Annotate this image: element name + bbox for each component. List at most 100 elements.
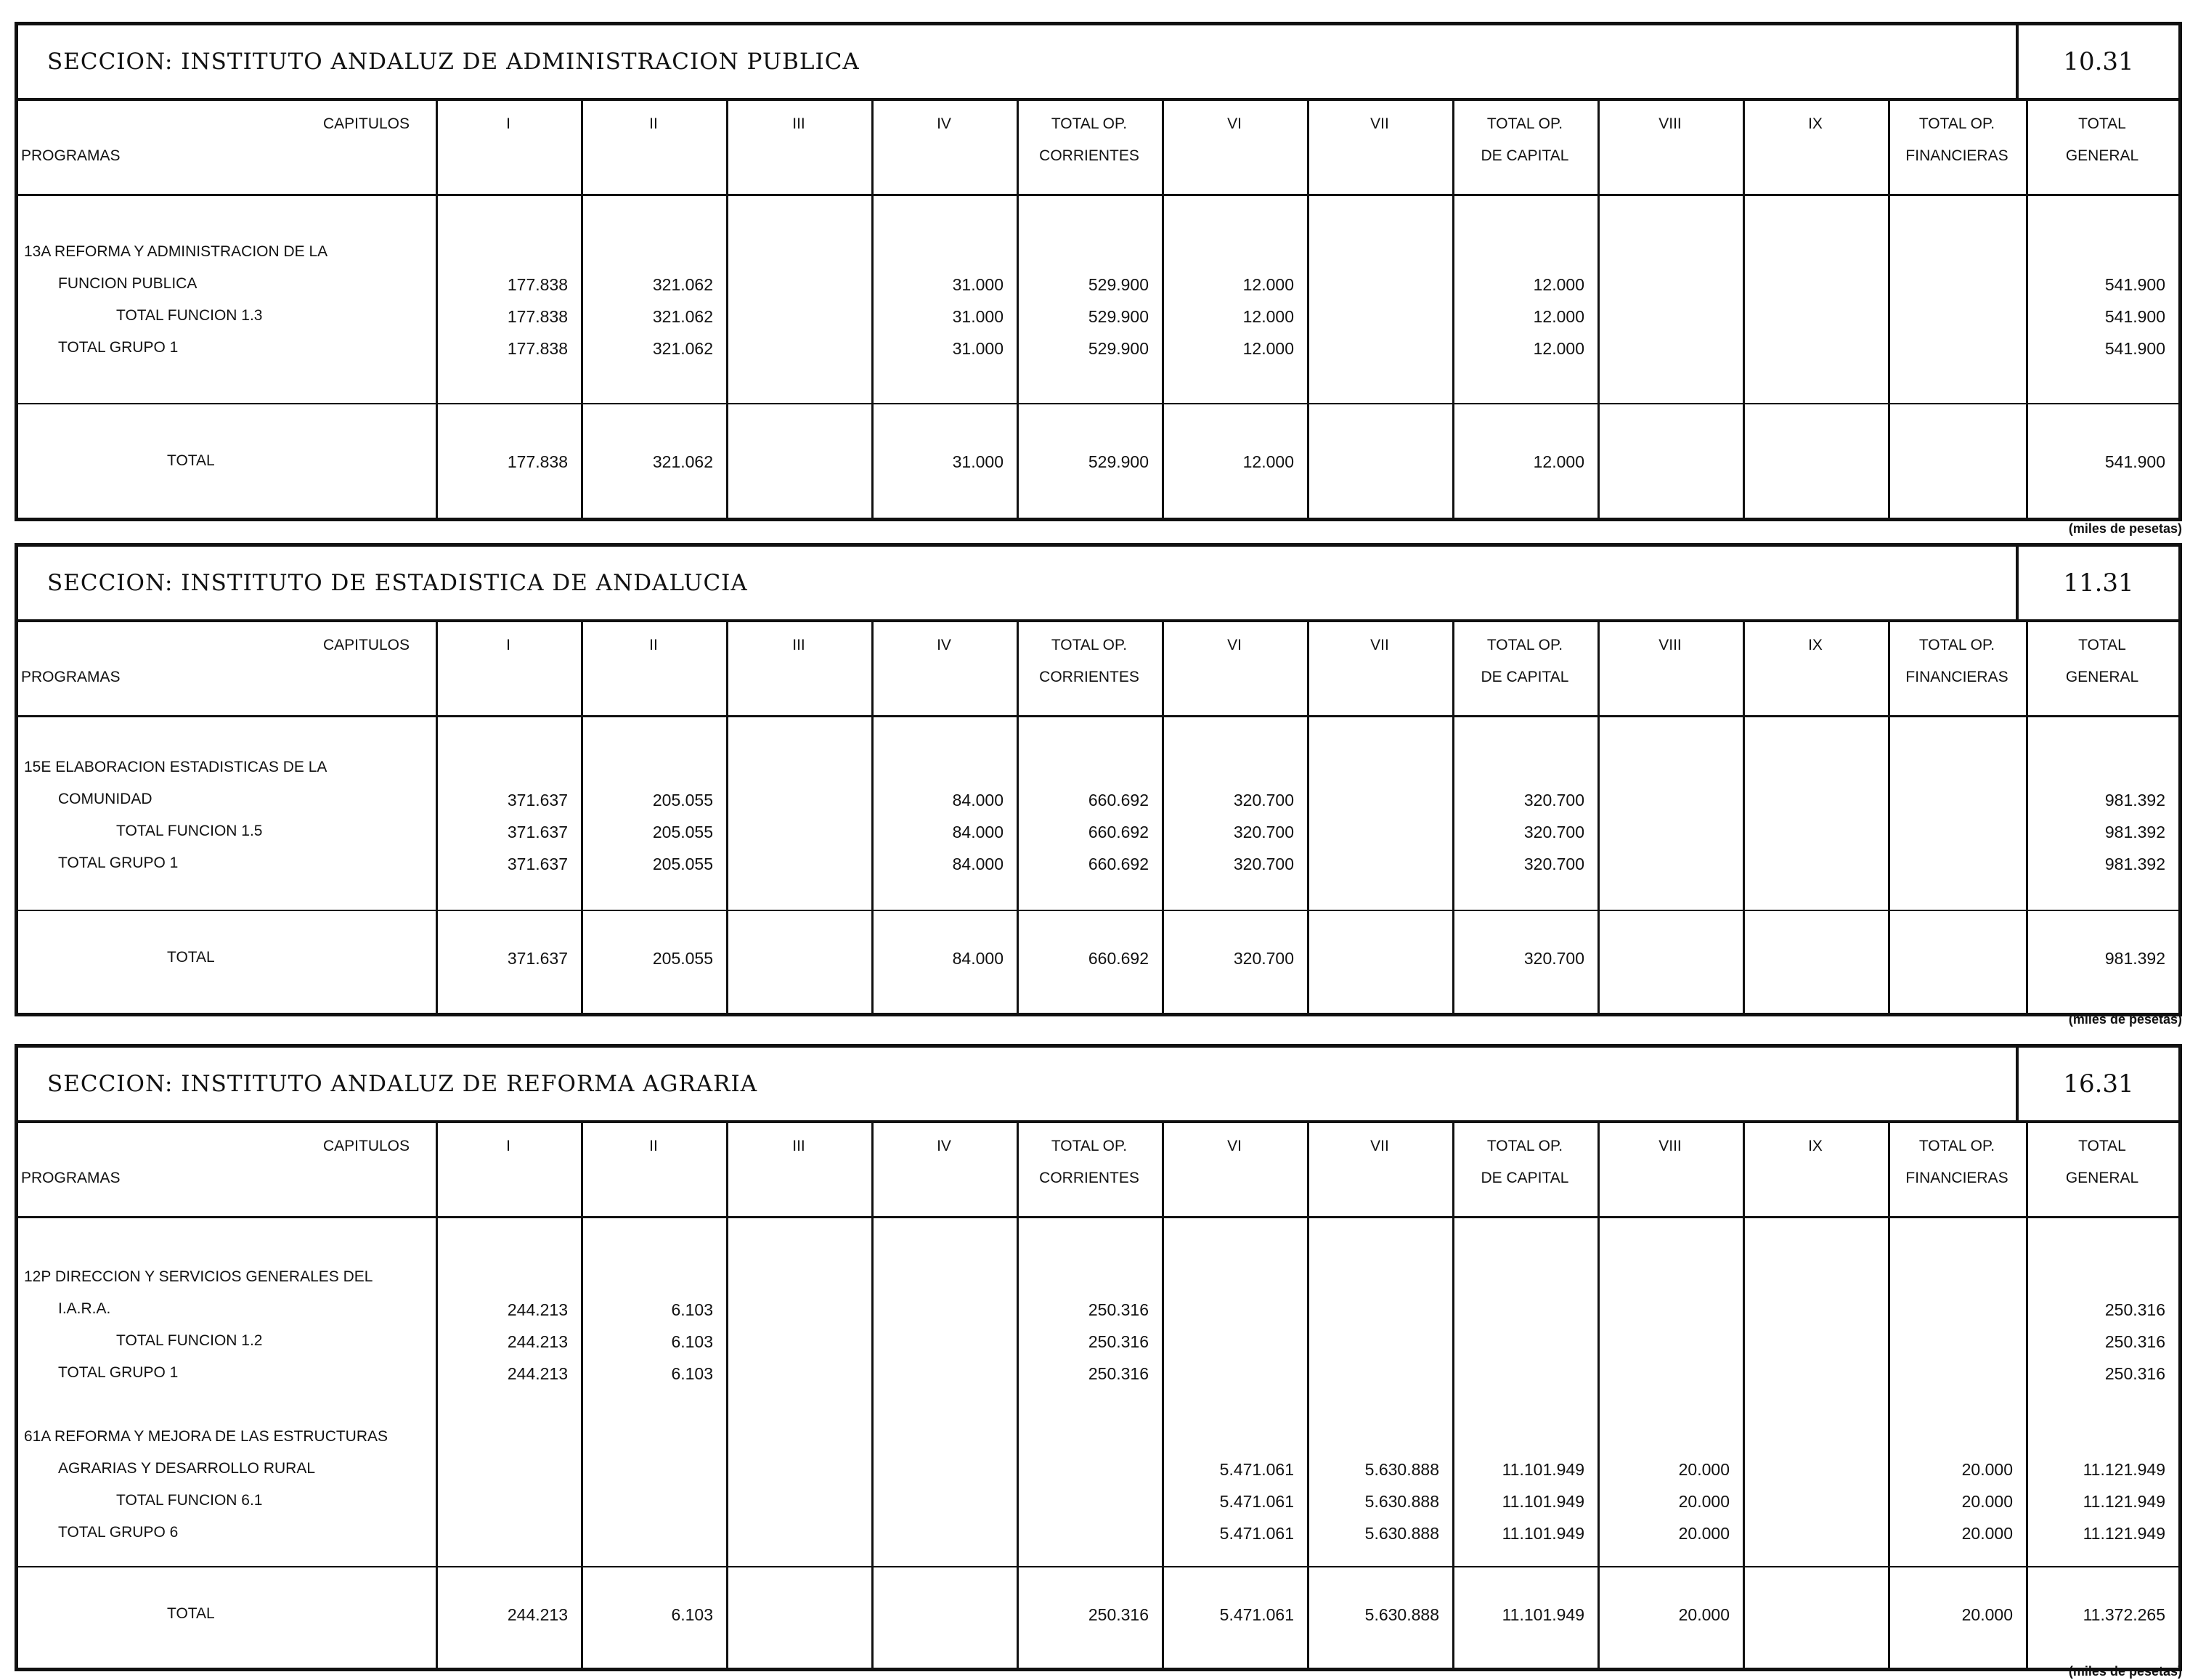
units-note: (miles de pesetas) (2068, 521, 2182, 536)
value-cell: 205.055 (652, 855, 713, 873)
value-cell: 5.471.061 (1219, 1492, 1294, 1511)
value-cell: 320.700 (1523, 855, 1584, 873)
value-cell: 321.062 (652, 275, 713, 294)
capitulos-header: CAPITULOS (323, 637, 410, 653)
section-grid: CAPITULOS PROGRAMAS I II III IV TOTAL OP. CORRI… (18, 101, 2178, 518)
section-title-row: SECCION: INSTITUTO ANDALUZ DE REFORMA AG… (18, 1048, 2178, 1123)
column-header-line1: VI (1227, 115, 1242, 132)
total-value-cell: 11.101.949 (1502, 1605, 1584, 1624)
column-header-line1: VIII (1658, 637, 1682, 653)
section-code: 10.31 (2016, 25, 2178, 98)
total-separator (18, 910, 2178, 911)
value-cell: 250.316 (2104, 1300, 2165, 1319)
column-header-line2: CORRIENTES (1039, 147, 1139, 164)
column-divider (1162, 622, 1164, 1013)
value-cell: 5.630.888 (1364, 1492, 1439, 1511)
column-divider (1452, 1123, 1454, 1668)
column-header-line1: TOTAL OP. (1051, 1138, 1128, 1154)
total-value-cell: 320.700 (1523, 949, 1584, 968)
program-row-label: I.A.R.A. (58, 1300, 111, 1317)
column-divider (436, 101, 438, 518)
value-cell: 84.000 (952, 855, 1004, 873)
column-divider (2026, 101, 2028, 518)
program-row-label: TOTAL GRUPO 1 (58, 339, 179, 356)
column-header-line1: VIII (1658, 1138, 1682, 1154)
header-divider (18, 1216, 2178, 1218)
total-value-cell: 660.692 (1088, 949, 1149, 968)
value-cell: 529.900 (1088, 275, 1149, 294)
section-code: 16.31 (2016, 1048, 2178, 1120)
column-header-line1: IV (937, 115, 951, 132)
column-divider (726, 622, 728, 1013)
value-cell: 84.000 (952, 791, 1004, 810)
value-cell: 320.700 (1523, 791, 1584, 810)
value-cell: 250.316 (2104, 1364, 2165, 1383)
column-divider (1743, 101, 1745, 518)
value-cell: 981.392 (2104, 855, 2165, 873)
column-divider (871, 1123, 874, 1668)
column-divider (581, 101, 583, 518)
column-header-line1: I (506, 115, 510, 132)
value-cell: 320.700 (1233, 791, 1294, 810)
capitulos-header: CAPITULOS (323, 115, 410, 132)
column-divider (871, 101, 874, 518)
column-divider (436, 622, 438, 1013)
column-divider (1888, 622, 1890, 1013)
column-header-line1: I (506, 637, 510, 653)
value-cell: 981.392 (2104, 823, 2165, 841)
value-cell: 6.103 (671, 1300, 713, 1319)
column-divider (1743, 622, 1745, 1013)
column-divider (726, 101, 728, 518)
total-value-cell: 320.700 (1233, 949, 1294, 968)
column-divider (1888, 1123, 1890, 1668)
column-header-line2: DE CAPITAL (1481, 147, 1569, 164)
value-cell: 6.103 (671, 1332, 713, 1351)
total-value-cell: 371.637 (507, 949, 568, 968)
value-cell: 320.700 (1233, 823, 1294, 841)
value-cell: 5.471.061 (1219, 1460, 1294, 1479)
value-cell: 11.121.949 (2083, 1460, 2165, 1479)
section-panel: SECCION: INSTITUTO ANDALUZ DE REFORMA AG… (15, 1044, 2182, 1671)
column-header-line1: TOTAL (2078, 115, 2126, 132)
value-cell: 20.000 (1961, 1460, 2013, 1479)
column-header-line2: FINANCIERAS (1905, 669, 2008, 685)
program-row-label: TOTAL FUNCION 1.5 (116, 823, 263, 839)
value-cell: 660.692 (1088, 823, 1149, 841)
value-cell: 31.000 (952, 339, 1004, 358)
total-value-cell: 250.316 (1088, 1605, 1149, 1624)
column-header-line2: DE CAPITAL (1481, 669, 1569, 685)
header-divider (18, 715, 2178, 717)
column-divider (1452, 101, 1454, 518)
program-row-label: TOTAL GRUPO 1 (58, 855, 179, 871)
column-divider (1307, 101, 1309, 518)
value-cell: 84.000 (952, 823, 1004, 841)
column-header-line1: TOTAL OP. (1918, 115, 1995, 132)
program-row-label: 15E ELABORACION ESTADISTICAS DE LA (24, 759, 327, 775)
column-divider (1017, 622, 1019, 1013)
program-row-label: AGRARIAS Y DESARROLLO RURAL (58, 1460, 316, 1477)
value-cell: 11.101.949 (1502, 1524, 1584, 1543)
value-cell: 371.637 (507, 791, 568, 810)
column-header-line1: II (649, 1138, 658, 1154)
section-code: 11.31 (2016, 547, 2178, 619)
column-header-line1: III (792, 637, 805, 653)
total-value-cell: 541.900 (2104, 452, 2165, 471)
value-cell: 20.000 (1678, 1460, 1730, 1479)
total-value-cell: 84.000 (952, 949, 1004, 968)
column-header-line1: TOTAL OP. (1051, 637, 1128, 653)
program-row-label: 13A REFORMA Y ADMINISTRACION DE LA (24, 243, 328, 260)
total-label: TOTAL (167, 1605, 215, 1622)
column-divider (581, 1123, 583, 1668)
total-value-cell: 529.900 (1088, 452, 1149, 471)
program-row-label: TOTAL FUNCION 6.1 (116, 1492, 263, 1509)
value-cell: 244.213 (507, 1300, 568, 1319)
column-divider (1452, 622, 1454, 1013)
column-divider (436, 1123, 438, 1668)
value-cell: 5.630.888 (1364, 1460, 1439, 1479)
value-cell: 981.392 (2104, 791, 2165, 810)
column-divider (1162, 101, 1164, 518)
column-divider (1162, 1123, 1164, 1668)
value-cell: 529.900 (1088, 339, 1149, 358)
value-cell: 541.900 (2104, 339, 2165, 358)
column-header-line1: TOTAL (2078, 637, 2126, 653)
